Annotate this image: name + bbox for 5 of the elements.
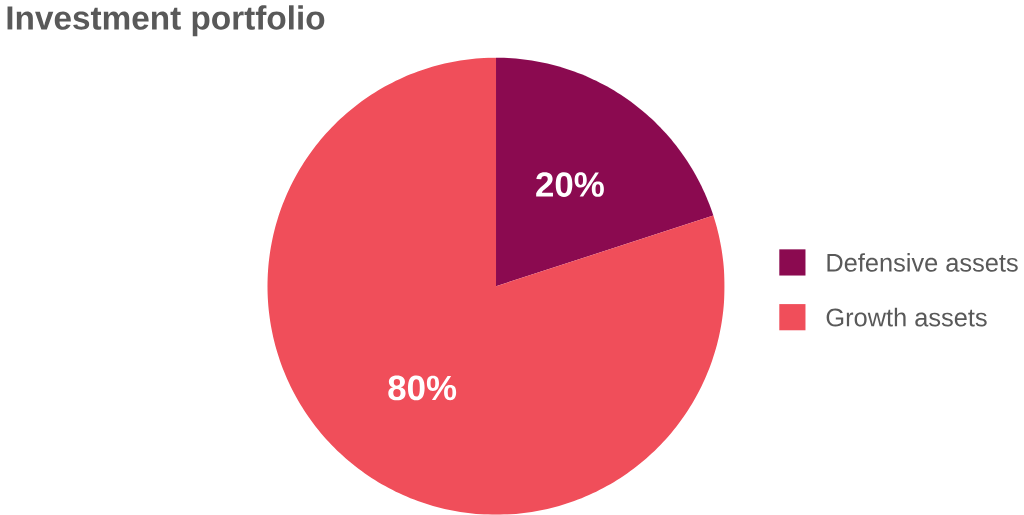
data-label: 20%: [536, 172, 604, 198]
chart-title: Investment portfolio: [7, 5, 325, 37]
legend-label: Defensive assets: [827, 253, 1018, 272]
data-label: 80%: [388, 375, 457, 401]
legend-label: Growth assets: [826, 307, 987, 327]
